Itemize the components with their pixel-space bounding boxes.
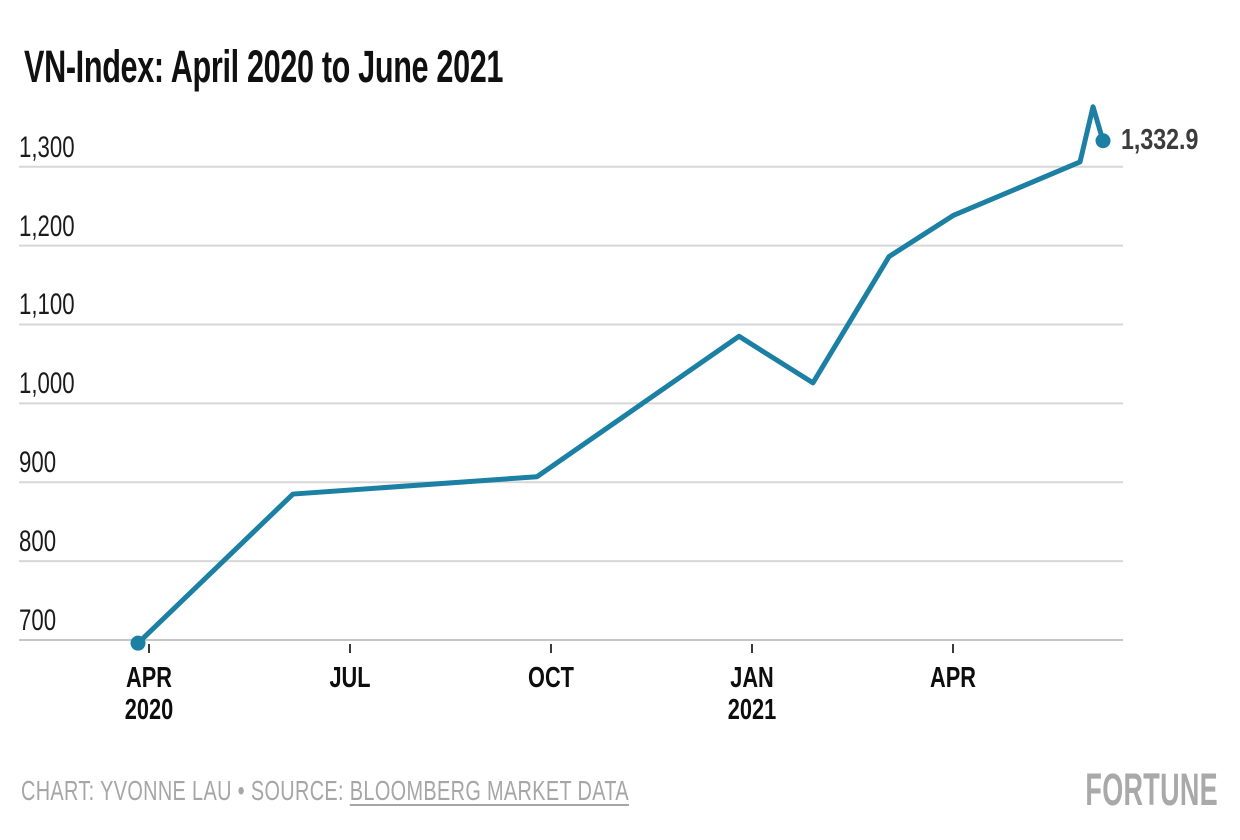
y-axis-label: 700 [19, 604, 57, 637]
x-axis-label: APR [901, 662, 1006, 694]
x-axis-label: OCT [499, 662, 604, 694]
x-axis-label-year: 2020 [124, 694, 174, 726]
end-value-label: 1,332.9 [1121, 124, 1199, 156]
x-axis-label-month: JAN [730, 662, 774, 694]
fortune-logo: FORTUNE [1085, 764, 1218, 815]
source-link[interactable]: BLOOMBERG MARKET DATA [349, 775, 629, 806]
y-axis-label: 900 [19, 446, 57, 480]
credit-text: CHART: YVONNE LAU • SOURCE: [21, 775, 350, 806]
x-axis-label: JAN 2021 [700, 662, 805, 726]
y-axis-label: 1,000 [19, 367, 75, 401]
y-axis-label: 1,200 [19, 209, 75, 243]
x-axis-label-month: JUL [329, 662, 371, 694]
x-axis-label-year: 2021 [727, 694, 777, 726]
y-axis-label: 1,300 [19, 130, 75, 164]
data-point-dot [1095, 133, 1111, 149]
x-axis-label-month: OCT [528, 662, 574, 694]
vn-index-line [135, 104, 1106, 646]
x-axis-label-month: APR [930, 662, 976, 694]
chart-title: VN-Index: April 2020 to June 2021 [24, 41, 504, 93]
data-point-dot [130, 635, 146, 651]
y-axis-label: 800 [19, 525, 57, 559]
x-axis-label-month: APR [126, 662, 172, 694]
x-axis-label: APR 2020 [97, 662, 202, 726]
chart-credit: CHART: YVONNE LAU • SOURCE: BLOOMBERG MA… [21, 776, 629, 806]
x-axis-label: JUL [298, 662, 403, 694]
y-axis-label: 1,100 [19, 288, 75, 322]
